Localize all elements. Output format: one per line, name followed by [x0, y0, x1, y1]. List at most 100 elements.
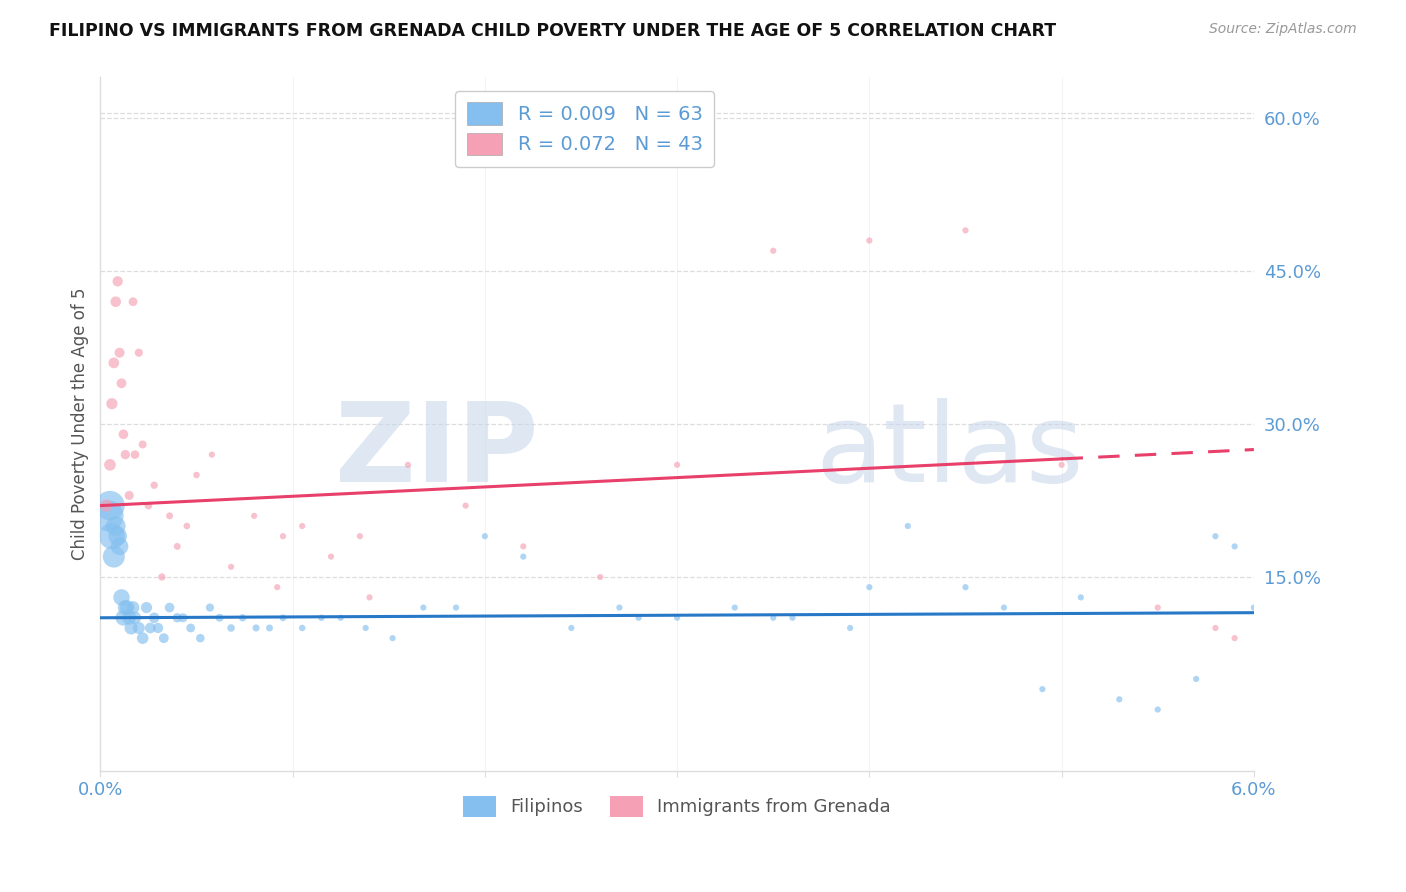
Point [159, 508, 181, 523]
Point [107, 529, 129, 543]
Point [97, 508, 120, 523]
Point [1031, 682, 1053, 697]
Point [232, 611, 254, 625]
Point [762, 611, 785, 625]
Point [101, 529, 124, 543]
Point [259, 621, 281, 635]
Point [128, 345, 150, 359]
Point [103, 549, 125, 564]
Legend: Filipinos, Immigrants from Grenada: Filipinos, Immigrants from Grenada [456, 789, 898, 824]
Point [724, 600, 747, 615]
Point [319, 549, 342, 564]
Point [108, 345, 131, 359]
Point [117, 600, 139, 615]
Point [627, 611, 650, 625]
Point [512, 549, 534, 564]
Point [138, 499, 160, 513]
Point [114, 600, 136, 615]
Point [150, 570, 173, 584]
Point [291, 519, 314, 533]
Point [112, 427, 135, 442]
Text: Source: ZipAtlas.com: Source: ZipAtlas.com [1209, 22, 1357, 37]
Point [201, 448, 224, 462]
Point [474, 529, 496, 543]
Point [839, 621, 862, 635]
Point [198, 600, 221, 615]
Y-axis label: Child Poverty Under the Age of 5: Child Poverty Under the Age of 5 [72, 288, 89, 560]
Point [1050, 458, 1073, 472]
Point [291, 621, 314, 635]
Point [98, 499, 121, 513]
Point [1204, 529, 1226, 543]
Point [897, 519, 920, 533]
Point [104, 294, 127, 309]
Point [311, 611, 333, 625]
Point [1185, 672, 1208, 686]
Point [245, 621, 267, 635]
Point [666, 611, 689, 625]
Point [1146, 600, 1168, 615]
Point [266, 580, 288, 594]
Point [1204, 621, 1226, 635]
Point [101, 397, 124, 411]
Point [589, 570, 612, 584]
Point [135, 600, 157, 615]
Point [354, 621, 377, 635]
Point [412, 600, 434, 615]
Point [666, 458, 689, 472]
Point [94, 499, 117, 513]
Point [188, 631, 211, 645]
Point [131, 437, 153, 451]
Point [955, 223, 977, 237]
Point [180, 621, 202, 635]
Point [381, 631, 404, 645]
Point [858, 234, 880, 248]
Point [166, 611, 188, 625]
Point [1108, 692, 1130, 706]
Point [560, 621, 582, 635]
Point [159, 600, 181, 615]
Point [219, 559, 242, 574]
Point [1223, 631, 1246, 645]
Point [993, 600, 1015, 615]
Point [396, 458, 419, 472]
Point [120, 621, 142, 635]
Point [107, 274, 129, 288]
Point [349, 529, 371, 543]
Point [118, 611, 141, 625]
Point [139, 621, 162, 635]
Text: FILIPINO VS IMMIGRANTS FROM GRENADA CHILD POVERTY UNDER THE AGE OF 5 CORRELATION: FILIPINO VS IMMIGRANTS FROM GRENADA CHIL… [49, 22, 1056, 40]
Point [219, 621, 242, 635]
Point [782, 611, 804, 625]
Point [359, 591, 381, 605]
Point [172, 611, 194, 625]
Point [110, 376, 132, 391]
Text: ZIP: ZIP [335, 399, 538, 505]
Point [955, 580, 977, 594]
Point [1070, 591, 1092, 605]
Point [124, 448, 146, 462]
Point [122, 294, 145, 309]
Point [110, 591, 132, 605]
Point [271, 529, 294, 543]
Point [243, 508, 266, 523]
Point [1146, 702, 1168, 716]
Point [128, 621, 150, 635]
Text: atlas: atlas [815, 399, 1084, 505]
Point [609, 600, 631, 615]
Point [762, 244, 785, 258]
Point [143, 478, 166, 492]
Point [124, 611, 146, 625]
Point [98, 458, 121, 472]
Point [112, 611, 135, 625]
Point [118, 488, 141, 502]
Point [104, 519, 127, 533]
Point [143, 611, 166, 625]
Point [114, 448, 136, 462]
Point [1243, 600, 1265, 615]
Point [166, 540, 188, 554]
Point [122, 600, 145, 615]
Point [108, 540, 131, 554]
Point [146, 621, 169, 635]
Point [208, 611, 231, 625]
